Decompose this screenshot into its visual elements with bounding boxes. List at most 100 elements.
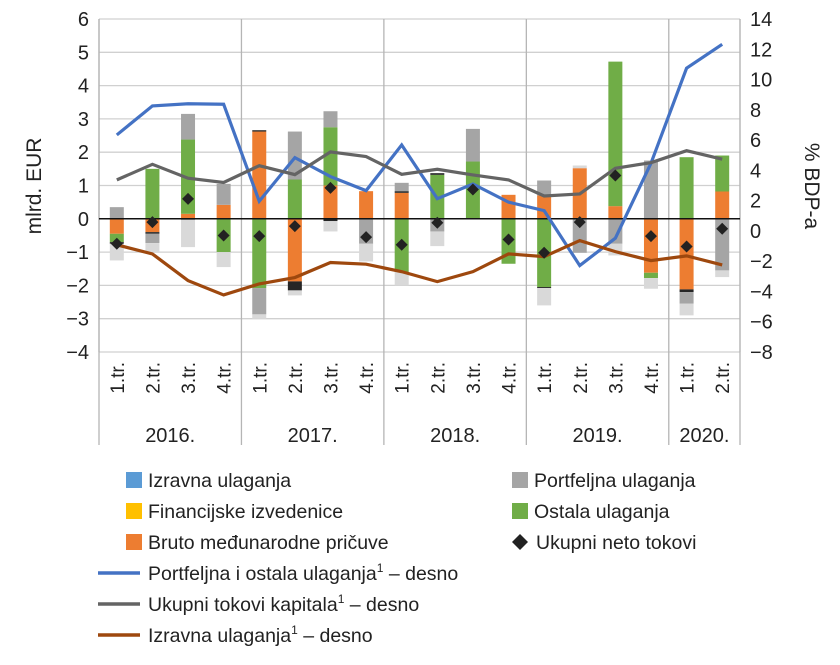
net-flow-marker: [431, 216, 444, 229]
category-label: 4.tr.: [642, 362, 663, 394]
bar-izravna: [430, 231, 445, 247]
bar-ostala: [608, 61, 623, 207]
bar-izravna: [608, 243, 623, 256]
category-label: 2.tr.: [143, 362, 164, 394]
bar-izvedenice: [323, 218, 338, 222]
bar-portfeljna: [679, 292, 694, 304]
legend-label: Izravna ulaganja: [148, 470, 291, 492]
net-flow-marker: [644, 230, 657, 243]
category-label: 4.tr.: [215, 362, 236, 394]
left-tick-label: 2: [78, 142, 89, 164]
bar-izvedenice: [287, 281, 302, 291]
category-label: 1.tr.: [678, 362, 699, 394]
bar-izravna: [359, 243, 374, 262]
category-label: 1.tr.: [393, 362, 414, 394]
left-tick-label: 0: [78, 209, 89, 231]
bar-pricuve: [537, 195, 552, 219]
legend-label: Portfeljna ulaganja: [534, 470, 696, 492]
right-tick-label: 12: [750, 39, 772, 61]
left-tick-label: 5: [78, 42, 89, 64]
legend-marker-icon: [512, 534, 528, 550]
right-tick-label: −4: [750, 281, 773, 303]
bar-portfeljna: [181, 113, 196, 140]
line-series-2: [116, 238, 723, 297]
category-label: 3.tr.: [321, 362, 342, 394]
net-flow-marker: [146, 216, 159, 229]
net-flow-marker: [288, 220, 301, 233]
legend-footnote: 1: [291, 623, 298, 637]
bar-portfeljna: [252, 288, 267, 315]
bar-ostala: [715, 155, 730, 192]
bar-portfeljna: [608, 218, 623, 244]
left-tick-label: −2: [66, 275, 89, 297]
left-tick-label: 4: [78, 76, 89, 98]
net-flow-marker: [110, 237, 123, 250]
year-label: 2018.: [430, 425, 480, 447]
right-tick-label: −8: [750, 342, 773, 364]
right-tick-label: 4: [750, 160, 761, 182]
legend-label: Izravna ulaganja1 – desno: [148, 623, 373, 647]
year-label: 2019.: [573, 425, 623, 447]
bar-izravna: [252, 314, 267, 319]
right-tick-label: 14: [750, 9, 772, 31]
legend-swatch-pricuve: [126, 534, 142, 550]
legend-axis-note: – desno: [383, 563, 458, 585]
bar-portfeljna: [109, 207, 124, 219]
bar-pricuve: [715, 191, 730, 219]
bar-pricuve: [679, 218, 694, 290]
legend-line-name: Ukupni tokovi kapitala: [148, 594, 338, 616]
net-flow-marker: [538, 246, 551, 259]
bar-izravna: [643, 278, 658, 289]
bar-portfeljna: [323, 111, 338, 128]
left-tick-label: −3: [66, 309, 89, 331]
legend-line-name: Izravna ulaganja: [148, 625, 291, 647]
category-label: 3.tr.: [179, 362, 200, 394]
left-tick-label: −1: [66, 242, 89, 264]
line-series-0: [115, 42, 724, 268]
bar-portfeljna: [537, 180, 552, 196]
bar-ostala: [252, 218, 267, 289]
bar-izravna: [715, 270, 730, 278]
bar-izravna: [679, 303, 694, 316]
bar-portfeljna: [145, 233, 160, 244]
net-flow-marker: [573, 216, 586, 229]
legend-line-name: Portfeljna i ostala ulaganja: [148, 563, 377, 585]
bar-izravna: [537, 288, 552, 306]
bar-pricuve: [216, 204, 231, 219]
net-flow-marker: [680, 240, 693, 253]
legend-swatch-ostala: [512, 503, 528, 519]
bar-izravna: [572, 165, 587, 169]
right-tick-label: −6: [750, 312, 773, 334]
category-label: 4.tr.: [357, 362, 378, 394]
category-label: 1.tr.: [108, 362, 129, 394]
right-tick-label: 0: [750, 221, 761, 243]
legend-label: Portfeljna i ostala ulaganja1 – desno: [148, 561, 458, 585]
bar-izravna: [216, 252, 231, 268]
bar-pricuve: [181, 213, 196, 219]
legend-label: Ukupni tokovi kapitala1 – desno: [148, 592, 419, 616]
right-tick-label: 6: [750, 130, 761, 152]
bar-izvedenice: [537, 287, 552, 289]
legend-label: Ostala ulaganja: [534, 501, 670, 523]
bar-portfeljna: [287, 131, 302, 180]
bar-pricuve: [643, 218, 658, 273]
net-flow-marker: [395, 238, 408, 251]
right-tick-label: 8: [750, 100, 761, 122]
legend-label: Financijske izvedenice: [148, 501, 343, 523]
bar-pricuve: [394, 192, 409, 219]
bar-portfeljna: [465, 128, 480, 162]
y2-axis-title: % BDP-a: [800, 143, 823, 230]
net-flow-marker: [182, 192, 195, 205]
right-tick-label: 2: [750, 191, 761, 213]
net-flow-marker: [360, 231, 373, 244]
net-flow-marker: [609, 169, 622, 182]
legend-swatch-portfeljna: [512, 472, 528, 488]
category-label: 3.tr.: [464, 362, 485, 394]
left-tick-label: 3: [78, 109, 89, 131]
bar-portfeljna: [715, 218, 730, 271]
legend-label: Ukupni neto tokovi: [536, 532, 696, 554]
year-label: 2020.: [679, 425, 729, 447]
bar-izravna: [394, 272, 409, 286]
left-tick-label: 1: [78, 176, 89, 198]
